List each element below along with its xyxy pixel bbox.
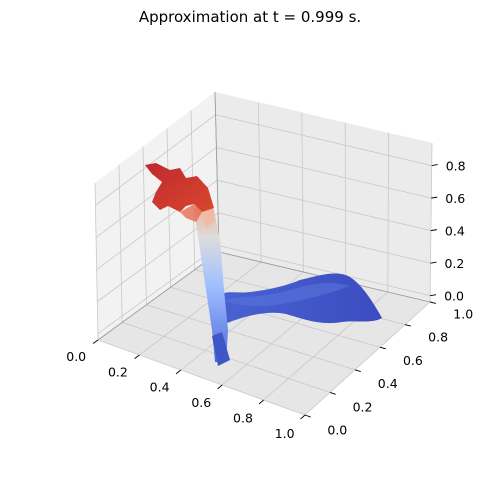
y-tick-mark: [329, 391, 336, 395]
y-tick-mark: [404, 324, 411, 327]
z-tick-label: 0.8: [446, 159, 466, 174]
x-grid-line: [301, 112, 304, 273]
z-tick-label: 0.2: [444, 256, 464, 271]
z-tick-label: 0.4: [445, 224, 465, 239]
y-tick-label: 0.4: [378, 376, 398, 391]
z-grid-line: [217, 179, 431, 232]
surface-low-ridge: [222, 283, 350, 307]
y-tick-mark: [354, 369, 361, 373]
y-tick-label: 1.0: [453, 306, 473, 321]
y-axis: 0.0 0.2 0.4 0.6 0.8 1.0: [304, 301, 473, 438]
surface-high-region: [145, 163, 214, 212]
x-tick-label: 0.8: [233, 410, 253, 425]
y-grid-line: [142, 146, 147, 305]
x-tick-label: 1.0: [275, 426, 295, 441]
x-grid-line: [304, 301, 431, 416]
x-tick-mark: [217, 384, 223, 390]
x-grid-line: [387, 132, 390, 293]
z-axis: 0.0 0.2 0.4 0.6 0.8: [430, 159, 466, 304]
x-tick-mark: [92, 339, 99, 344]
z-tick-mark: [431, 196, 438, 199]
z-tick-label: 0.0: [444, 289, 464, 304]
surface-wall-spike: [212, 332, 230, 366]
z-grid-line: [95, 114, 216, 206]
z-tick-mark: [431, 164, 438, 167]
z-grid-line: [216, 147, 432, 199]
x-tick-mark: [258, 399, 264, 405]
y-tick-label: 0.0: [327, 423, 347, 438]
z-grid-line: [217, 212, 431, 264]
y-tick-mark: [429, 301, 436, 304]
pane-edge: [214, 91, 220, 253]
left-pane: [95, 92, 219, 340]
z-tick-mark: [430, 261, 437, 264]
x-tick-label: 0.4: [150, 380, 170, 395]
pane-edge: [97, 251, 220, 341]
x-grid-line: [429, 142, 433, 303]
surface: [145, 163, 382, 366]
y-grid-line: [146, 304, 356, 371]
x-tick-mark: [134, 354, 140, 359]
z-grid-line: [215, 114, 432, 167]
y-grid-line: [170, 286, 381, 348]
y-grid-line: [94, 182, 99, 341]
y-grid-line: [118, 164, 123, 323]
chart-title: Approximation at t = 0.999 s.: [139, 8, 361, 26]
surface-steep-wall: [194, 196, 228, 362]
y-grid-line: [97, 339, 306, 416]
y-grid-line: [166, 128, 171, 288]
z-tick-mark: [430, 294, 437, 297]
x-grid-line: [258, 102, 262, 263]
x-tick-label: 0.0: [66, 349, 86, 364]
x-axis: 0.0 0.2 0.4 0.6 0.8 1.0: [66, 339, 306, 441]
z-grid-line: [97, 245, 220, 335]
x-tick-mark: [175, 369, 182, 375]
y-tick-label: 0.6: [403, 353, 423, 368]
y-tick-mark: [379, 346, 386, 350]
y-tick-label: 0.8: [428, 330, 448, 345]
y-tick-label: 0.2: [353, 399, 373, 414]
z-grid-line: [218, 245, 431, 297]
x-tick-mark: [300, 414, 306, 420]
z-tick-label: 0.6: [445, 191, 465, 206]
back-pane: [215, 92, 432, 302]
z-tick-mark: [430, 229, 437, 232]
x-grid-line: [139, 261, 262, 356]
x-tick-label: 0.6: [191, 395, 211, 410]
surface-high-edge: [180, 204, 202, 222]
y-tick-mark: [304, 414, 311, 418]
x-tick-label: 0.2: [108, 364, 128, 379]
